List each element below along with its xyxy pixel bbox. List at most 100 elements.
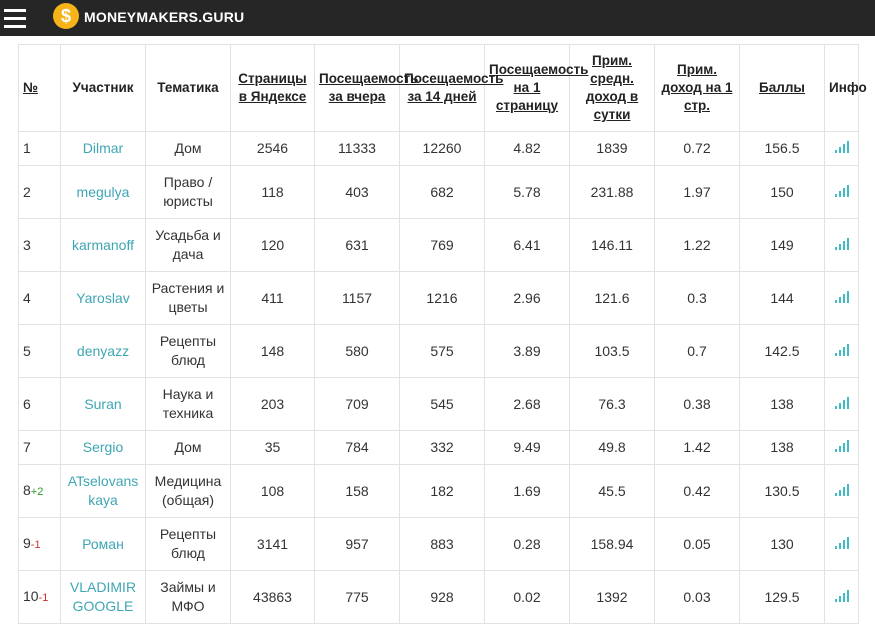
value-cell: 545	[399, 377, 485, 431]
info-icon[interactable]	[834, 184, 850, 197]
rank: 1	[23, 140, 31, 156]
value-cell: 203	[230, 377, 315, 431]
rank-cell: 6	[18, 377, 61, 431]
rank-cell: 10-1	[18, 570, 61, 624]
table-row: 5 denyazz Рецепты блюд 148 580 575 3.89 103.5 0.…	[18, 324, 859, 378]
table-row: 2 megulya Право / юристы 118 403 682 5.78 231.8…	[18, 165, 859, 219]
table-row: 7 Sergio Дом 35 784 332 9.49 49.8 1.42 138	[18, 430, 859, 465]
table-row: 6 Suran Наука и техника 203 709 545 2.68 76.3 0.…	[18, 377, 859, 431]
info-icon[interactable]	[834, 290, 850, 303]
participant[interactable]: ATselovanskaya	[60, 464, 146, 518]
column-header-text[interactable]: Прим. средн. доход в сутки	[585, 53, 639, 122]
logo[interactable]: MONEYMAKERS.GURU	[84, 9, 245, 25]
info-icon[interactable]	[834, 343, 850, 356]
rank-cell: 2	[18, 165, 61, 219]
value-cell: 0.02	[484, 570, 570, 624]
value-cell: 575	[399, 324, 485, 378]
info-icon[interactable]	[834, 237, 850, 250]
rank: 7	[23, 439, 31, 455]
column-header-text[interactable]: Посещаемость за 14 дней	[404, 71, 504, 104]
value-cell: 121.6	[569, 271, 655, 325]
column-header[interactable]: Прим. доход на 1 стр.	[654, 44, 740, 132]
participant[interactable]: denyazz	[60, 324, 146, 378]
rank-change: +2	[30, 485, 44, 498]
value-cell: 182	[399, 464, 485, 518]
table-row: 8+2 ATselovanskaya Медицина (общая) 108 158 1…	[18, 464, 859, 518]
value-cell: 0.05	[654, 517, 740, 571]
info-cell	[824, 131, 859, 166]
value-cell: 1392	[569, 570, 655, 624]
value-cell: 1839	[569, 131, 655, 166]
participant[interactable]: karmanoff	[60, 218, 146, 272]
rank-cell: 4	[18, 271, 61, 325]
value-cell: 784	[314, 430, 400, 465]
value-cell: 1.97	[654, 165, 740, 219]
value-cell: 4.82	[484, 131, 570, 166]
participant[interactable]: Suran	[60, 377, 146, 431]
participant[interactable]: Роман	[60, 517, 146, 571]
info-cell	[824, 464, 859, 518]
value-cell: 775	[314, 570, 400, 624]
value-cell: 130.5	[739, 464, 825, 518]
value-cell: 769	[399, 218, 485, 272]
column-header-text[interactable]: Посещаемость на 1 страницу	[489, 62, 589, 113]
column-header-text: Тематика	[157, 80, 219, 95]
info-cell	[824, 570, 859, 624]
value-cell: 0.7	[654, 324, 740, 378]
column-header[interactable]: Прим. средн. доход в сутки	[569, 44, 655, 132]
value-cell: 682	[399, 165, 485, 219]
participant[interactable]: Sergio	[60, 430, 146, 465]
value-cell: 5.78	[484, 165, 570, 219]
participant[interactable]: Yaroslav	[60, 271, 146, 325]
value-cell: 332	[399, 430, 485, 465]
participant[interactable]: megulya	[60, 165, 146, 219]
info-icon[interactable]	[834, 440, 850, 452]
info-cell	[824, 271, 859, 325]
column-header[interactable]: Страницы в Яндексе	[230, 44, 315, 132]
participant[interactable]: VLADIMIR GOOGLE	[60, 570, 146, 624]
value-cell: 3.89	[484, 324, 570, 378]
rank-cell: 5	[18, 324, 61, 378]
value-cell: 148	[230, 324, 315, 378]
value-cell: 0.03	[654, 570, 740, 624]
column-header-text[interactable]: Баллы	[759, 80, 805, 95]
menu-icon[interactable]	[2, 0, 30, 36]
value-cell: 138	[739, 377, 825, 431]
value-cell: 43863	[230, 570, 315, 624]
value-cell: 580	[314, 324, 400, 378]
value-cell: 0.72	[654, 131, 740, 166]
rating-table: № Участник Тематика Страницы в Яндексе Посещ…	[18, 44, 867, 624]
info-icon[interactable]	[834, 589, 850, 602]
topic: Наука и техника	[145, 377, 231, 431]
column-header-text[interactable]: №	[23, 80, 39, 95]
column-header-text[interactable]: Страницы в Яндексе	[238, 71, 307, 104]
value-cell: 1.42	[654, 430, 740, 465]
participant[interactable]: Dilmar	[60, 131, 146, 166]
value-cell: 149	[739, 218, 825, 272]
value-cell: 1216	[399, 271, 485, 325]
column-header[interactable]: Баллы	[739, 44, 825, 132]
info-icon[interactable]	[834, 536, 850, 549]
value-cell: 2.68	[484, 377, 570, 431]
topic: Дом	[145, 430, 231, 465]
table-row: 3 karmanoff Усадьба и дача 120 631 769 6.41 146…	[18, 218, 859, 272]
info-icon[interactable]	[834, 141, 850, 153]
column-header-text[interactable]: Посещаемость за вчера	[319, 71, 419, 104]
table-body: 1 Dilmar Дом 2546 11333 12260 4.82 1839 0.72 156.…	[18, 131, 859, 624]
info-cell	[824, 517, 859, 571]
value-cell: 12260	[399, 131, 485, 166]
column-header[interactable]: Посещаемость за вчера	[314, 44, 418, 132]
table-row: 10-1 VLADIMIR GOOGLE Займы и МФО 43863 775 92…	[18, 570, 859, 624]
column-header[interactable]: №	[18, 44, 61, 132]
topic: Дом	[145, 131, 231, 166]
info-icon[interactable]	[834, 396, 850, 409]
value-cell: 9.49	[484, 430, 570, 465]
column-header[interactable]: Посещаемость за 14 дней	[399, 44, 503, 132]
topic: Усадьба и дача	[145, 218, 231, 272]
value-cell: 108	[230, 464, 315, 518]
rank-cell: 3	[18, 218, 61, 272]
value-cell: 129.5	[739, 570, 825, 624]
column-header[interactable]: Посещаемость на 1 страницу	[484, 44, 588, 132]
info-icon[interactable]	[834, 483, 850, 496]
column-header-text[interactable]: Прим. доход на 1 стр.	[661, 62, 733, 113]
